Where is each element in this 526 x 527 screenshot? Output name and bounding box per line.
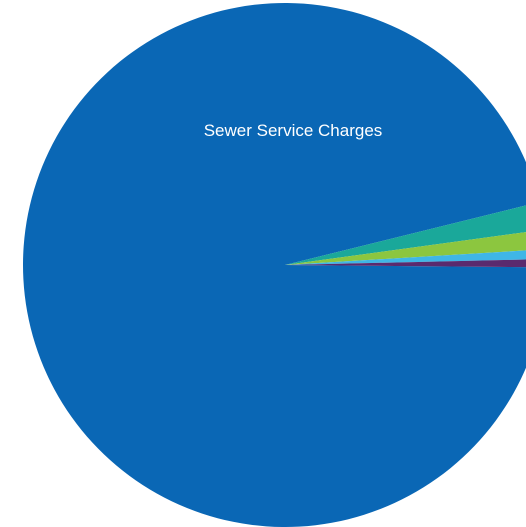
pie-labels: Sewer Service Charges bbox=[204, 121, 383, 140]
pie-slice-3 bbox=[285, 250, 526, 265]
pie-slice-1 bbox=[285, 205, 526, 265]
pie-slices bbox=[23, 2, 526, 527]
pie-slice-2 bbox=[285, 232, 526, 265]
pie-slice-0 bbox=[23, 2, 526, 527]
pie-slice-4 bbox=[285, 259, 526, 268]
pie-slice-label-0: Sewer Service Charges bbox=[204, 121, 383, 140]
